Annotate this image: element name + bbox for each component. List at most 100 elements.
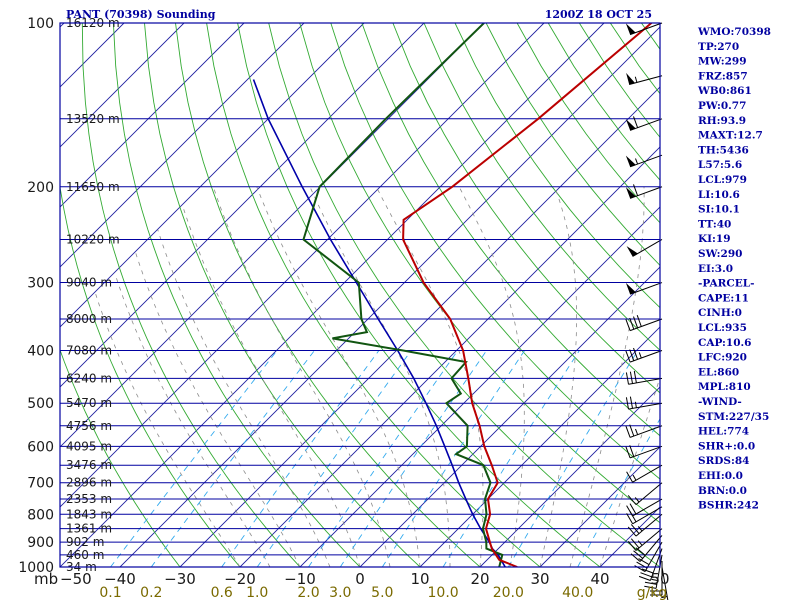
wind-barb-feather: [638, 558, 650, 566]
wind-barb-staff: [655, 554, 663, 589]
isotherm: [60, 23, 545, 508]
temperature-tick-label: 0: [355, 570, 365, 588]
index-line: LI:10.6: [698, 189, 740, 201]
mixing-ratio-label: 0.1: [99, 585, 121, 600]
wind-barb-feather: [636, 315, 642, 327]
isotherm: [60, 23, 365, 328]
height-label: 1843 m: [66, 507, 112, 521]
wind-barb-feather: [629, 371, 633, 384]
dewpoint-trace: [302, 23, 504, 567]
isotherm: [239, 146, 660, 567]
wind-barb-staff: [632, 464, 663, 483]
wind-barbs: [625, 22, 669, 600]
dry-adiabat: [112, 23, 361, 567]
index-line: -WIND-: [698, 396, 742, 408]
mixing-ratio-label: 2.0: [297, 585, 319, 600]
wind-barb: [627, 513, 663, 537]
dry-adiabat: [485, 23, 660, 267]
parcel-trace: [252, 79, 506, 567]
mixing-ratio-label: 1.0: [246, 585, 268, 600]
isotherm: [539, 446, 660, 567]
wind-barb-flag: [625, 155, 636, 167]
wind-barb: [626, 72, 663, 85]
pressure-tick-label: 200: [27, 180, 54, 196]
wind-barb-feather: [627, 540, 637, 551]
wind-barb-staff: [635, 482, 663, 505]
height-label: 2353 m: [66, 492, 112, 506]
index-line: LFC:920: [698, 352, 747, 364]
pressure-tick-label: 600: [27, 439, 54, 455]
wind-barb: [626, 464, 663, 483]
index-line: CINH:0: [698, 307, 742, 319]
height-label: 460 m: [66, 548, 104, 562]
isotherm: [0, 23, 4, 567]
wind-barb-staff: [629, 425, 663, 438]
chart-background-lines: [0, 23, 800, 567]
wind-barb-half-feather: [637, 540, 643, 546]
temperature-tick-label: −50: [60, 570, 92, 588]
wind-barb-feather: [633, 184, 639, 196]
wind-barb-feather: [629, 349, 635, 361]
index-line: STM:227/35: [698, 411, 769, 423]
dry-adiabat: [578, 23, 660, 138]
index-line: MW:299: [698, 56, 747, 68]
mixing-ratio-label: 0.6: [211, 585, 233, 600]
dry-adiabat: [797, 23, 800, 567]
wind-barb-staff: [629, 318, 663, 332]
wind-barb-staff: [639, 535, 663, 562]
index-line: TT:40: [698, 218, 731, 230]
index-line: CAP:10.6: [698, 337, 751, 349]
height-label: 11650 m: [66, 180, 120, 194]
index-line: PW:0.77: [698, 100, 746, 112]
wind-barb-staff: [632, 498, 663, 517]
temperature-tick-label: 50: [650, 570, 669, 588]
mixing-ratio-label: 20.0: [493, 585, 524, 600]
moist-adiabat: [114, 274, 271, 567]
temperature-tick-label: 30: [530, 570, 549, 588]
isotherm: [359, 266, 660, 567]
temperature-trace: [402, 23, 653, 567]
wind-barb-staff: [629, 282, 663, 295]
mixing-ratio-line: [442, 350, 580, 567]
index-line: WB0:861: [697, 85, 752, 97]
index-line: MPL:810: [698, 381, 751, 393]
wind-barb-feather: [630, 538, 640, 549]
profiles: [252, 23, 653, 567]
height-label: 1361 m: [66, 522, 112, 536]
wind-barb: [625, 445, 663, 459]
wind-barb-staff: [635, 513, 663, 537]
moist-adiabat: [569, 186, 645, 567]
wind-barb-feather: [625, 350, 631, 363]
wind-barb-feather: [633, 116, 639, 128]
wind-barb: [626, 498, 663, 517]
wind-barb-half-feather: [634, 76, 638, 83]
height-label: 9040 m: [66, 276, 112, 290]
index-line: LCL:979: [698, 174, 747, 186]
index-line: RH:93.9: [698, 115, 746, 127]
mixing-ratio-line: [256, 350, 412, 567]
wind-barb-staff: [632, 506, 663, 525]
index-line: -PARCEL-: [698, 278, 754, 290]
wind-barb-feather: [633, 550, 644, 559]
index-line: BRN:0.0: [698, 485, 747, 497]
index-line: HEL:774: [698, 426, 749, 438]
wind-barb: [625, 184, 663, 199]
dry-adiabat: [299, 23, 660, 524]
pressure-tick-label: 800: [27, 507, 54, 523]
wind-barb-feather: [633, 370, 637, 383]
wind-barb-feather: [630, 553, 641, 562]
mixing-ratio-line: [339, 350, 487, 567]
height-label: 7080 m: [66, 344, 112, 358]
index-line: TP:270: [698, 41, 739, 53]
moist-adiabat: [309, 186, 451, 567]
dry-adiabat: [268, 23, 660, 567]
isotherm: [179, 86, 660, 567]
wind-barb-half-feather: [637, 526, 643, 532]
index-line: TH:5436: [698, 144, 749, 156]
pressure-tick-label: 700: [27, 476, 54, 492]
wind-barb-feather: [629, 503, 637, 515]
height-label: 8000 m: [66, 312, 112, 326]
mixing-ratio-label: 0.2: [140, 585, 162, 600]
height-label: 902 m: [66, 535, 104, 549]
